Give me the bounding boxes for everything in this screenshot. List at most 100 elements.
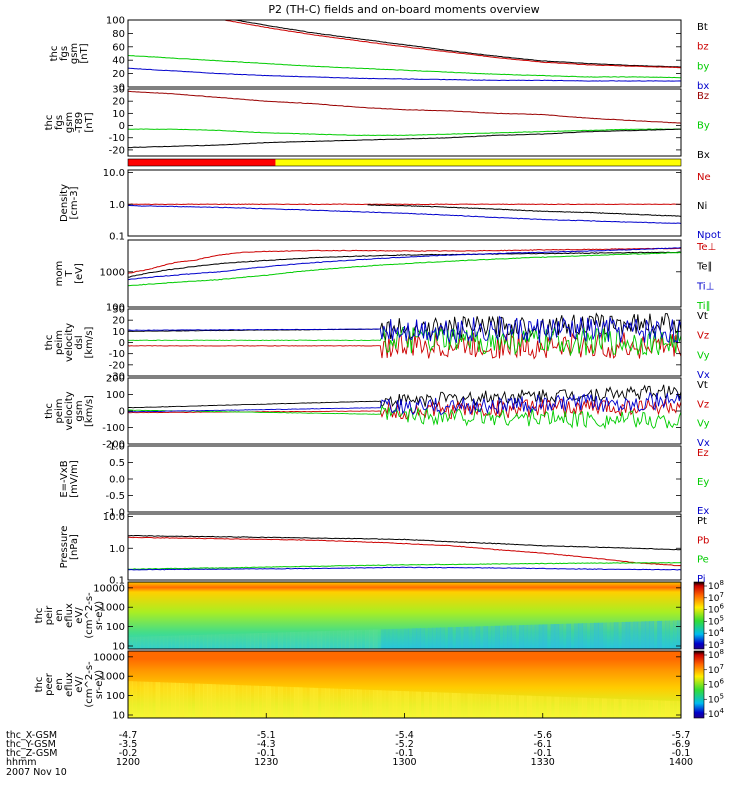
y-tick-label: 1.0 [109,544,125,555]
series-line-mom_temperature-0 [128,247,681,274]
y-tick-label: 0 [119,338,125,349]
colorbar-tick-label: 107 [708,591,724,604]
y-tick-label: 20 [112,97,125,108]
y-axis-label-line: eV/ [74,676,85,693]
legend-entry: by [697,61,709,72]
legend-pressure: Pt Pb Pe Pi [697,516,709,585]
legend-entry: Npot [697,230,721,241]
legend-entry: Pe [697,555,709,566]
y-axis-pressure: 0.1 1.0 10.0 [103,512,681,587]
y-axis-label-line: peim [54,330,65,355]
legend-entry: Vx [697,438,710,449]
y-axis-e_vxb: -1.0 -0.5 0.0 0.5 1.0 [105,442,681,519]
series-line-fgs_gsm-2 [128,55,681,79]
x-axis-value: 1400 [669,757,693,768]
panel-frame [127,169,682,237]
y-axis-label-line: thc [44,115,55,131]
y-tick-label: 10000 [93,652,125,663]
y-axis-label-line: [mV/m] [69,460,80,498]
series-line-mom_temperature-1 [128,251,681,278]
y-tick-label: 10.0 [103,512,125,523]
series-line-fgs_gsm_t89-1 [128,128,681,137]
y-tick-label: 10.0 [103,168,125,179]
y-axis-mom_temperature: 100 1000 [100,267,681,314]
y-axis-label-line: [km/s] [84,395,95,427]
y-tick-label: 200 [106,374,125,385]
y-axis-label-line: peim [54,398,65,423]
series-line-peim_velocity_dsl-0 [128,312,681,342]
y-axis-label-line: [nT] [84,112,95,132]
series-line-fgs_gsm_t89-0 [128,90,681,124]
y-tick-label: -20 [109,360,125,371]
legend-entry: Pb [697,535,709,546]
y-axis-label-line: (cm^2-s- [84,592,95,639]
y-tick-label: 30 [112,305,125,316]
y-axis-label-line: eV/ [74,607,85,624]
series-line-pressure-2 [128,561,681,570]
y-axis-label-line: [nT] [79,43,90,63]
x-axis-value: -5.1 [257,730,276,741]
series-line-density-1 [367,204,681,217]
legend-fgs_gsm_t89: Bz By Bx [697,91,710,161]
y-axis-label-line: E=-VxB [59,460,70,497]
series-line-mom_temperature-2 [128,247,681,281]
x-axis-value: 1200 [116,757,140,768]
x-axis-value: -4.3 [257,739,276,750]
legend-entry: Vt [697,380,708,391]
x-axis-value: -0.1 [533,748,552,759]
legend-entry: Vz [697,399,709,410]
y-tick-label: 0 [119,407,125,418]
y-axis-fgs_gsm: 0 20 40 60 80 100 [106,16,681,94]
legend-entry: Ni [697,201,707,212]
panel-frame [127,239,682,308]
series-line-peim_velocity_gsm-3 [128,391,681,416]
y-tick-label: 0 [119,121,125,132]
y-tick-label: 10 [112,109,125,120]
legend-density: Ne Ni Npot [697,172,721,241]
legend-entry: Ez [697,448,709,459]
legend-entry: By [697,121,710,132]
figure-title: P2 (TH-C) fields and on-board moments ov… [268,3,539,16]
y-tick-label: 100 [106,691,125,702]
colorbar-tick-label: 104 [708,626,724,639]
y-tick-label: 1000 [100,267,125,278]
x-axis-value: 1230 [254,757,278,768]
legend-peim_velocity_dsl: Vt Vz Vy Vx [697,311,710,381]
panel-frame [127,513,682,581]
y-tick-label: 0.1 [109,232,125,243]
y-axis-label-line: Pressure [59,526,70,569]
y-tick-label: -100 [102,423,125,434]
y-tick-label: -10 [109,133,125,144]
legend-entry: Te⊥ [696,242,716,253]
x-axis-row-label: thc_Z-GSM [6,748,57,759]
y-tick-label: 0 [119,83,125,94]
y-tick-label: 0.1 [109,576,125,587]
y-tick-label: 20 [112,69,125,80]
y-axis-label-line: [km/s] [84,326,95,358]
series-line-pressure-3 [128,566,681,571]
status-bar-segment [275,159,681,166]
y-axis-label-line: fgs [54,115,65,130]
panel-frame [127,581,682,650]
legend-entry: Pi [697,574,706,585]
y-tick-label: 100 [106,303,125,314]
legend-entry: Pt [697,516,707,527]
x-axis-value: -5.6 [533,730,552,741]
y-axis-label-line: gsm [74,400,85,421]
legend-entry: Ey [697,477,709,488]
legend-entry: Ti⊥ [696,281,714,292]
panel-density: Ne Ni Npot 0.1 1.0 10.0 Density [cm-3] [59,168,721,242]
y-tick-label: 100 [106,622,125,633]
y-axis-label-line: [cm-3] [69,186,80,219]
legend-entry: Ti∥ [696,301,711,312]
legend-mom_temperature: Te⊥ Te∥ Ti⊥ Ti∥ [696,242,716,312]
y-axis-label-line: gsm [64,112,75,133]
panel-frame [127,445,682,513]
y-tick-label: 1.0 [109,200,125,211]
